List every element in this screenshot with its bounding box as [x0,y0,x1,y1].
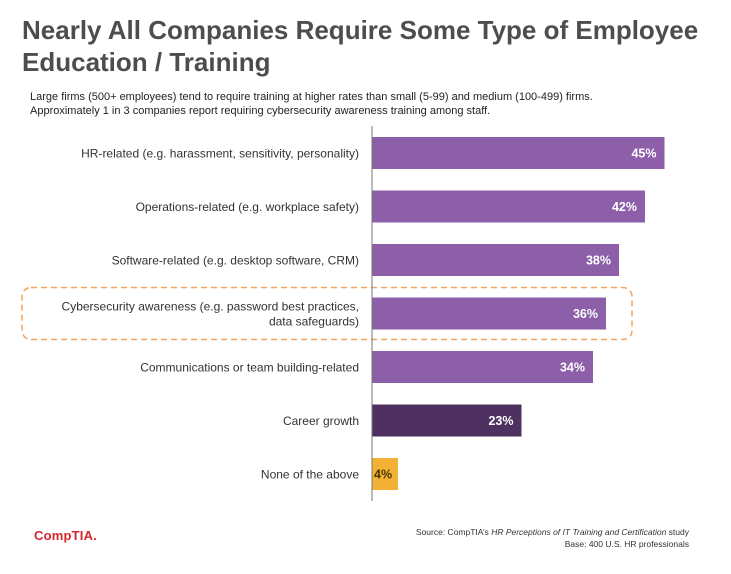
value-label-2: 42% [612,200,637,214]
chart-title: Nearly All Companies Require Some Type o… [22,14,722,78]
bar-7 [372,458,398,490]
chart-subtitle: Large firms (500+ employees) tend to req… [30,90,710,118]
source-prefix: Source: CompTIA’s [415,527,492,537]
category-label-1: HR-related (e.g. harassment, sensitivity… [81,147,359,161]
highlight-box [21,286,633,341]
base-note: Base: 400 U.S. HR professionals [564,539,689,549]
title-line-2: Education / Training [22,47,271,77]
category-label-4-line-2: data safeguards) [269,315,359,329]
value-label-1: 45% [631,147,656,161]
source-note: Source: CompTIA’s HR Perceptions of IT T… [416,526,689,550]
bar-3 [372,244,619,276]
category-label-3: Software-related (e.g. desktop software,… [112,254,359,268]
value-label-3: 38% [586,254,611,268]
source-study-name: HR Perceptions of IT Training and Certif… [491,527,667,537]
category-label-6: Career growth [283,414,359,428]
bar-2 [372,190,645,223]
category-label-4-line-1: Cybersecurity awareness (e.g. password b… [62,300,359,314]
bar-4 [372,297,606,330]
bar-6 [372,404,522,437]
value-label-4: 36% [573,307,598,321]
subtitle-line-2: Approximately 1 in 3 companies report re… [30,105,491,117]
source-line: Source: CompTIA’s HR Perceptions of IT T… [416,526,689,538]
category-label-7: None of the above [261,468,359,482]
value-label-7: 4% [374,468,392,482]
bar-5 [372,351,593,383]
title-line-1: Nearly All Companies Require Some Type o… [22,15,699,45]
category-label-2: Operations-related (e.g. workplace safet… [136,200,359,214]
bar-1 [372,137,665,169]
source-suffix: study [666,527,689,537]
comptia-logo: CompTIA. [34,528,97,543]
subtitle-line-1: Large firms (500+ employees) tend to req… [30,91,593,103]
value-label-5: 34% [560,361,585,375]
category-label-5: Communications or team building-related [140,361,359,375]
value-label-6: 23% [488,414,513,428]
